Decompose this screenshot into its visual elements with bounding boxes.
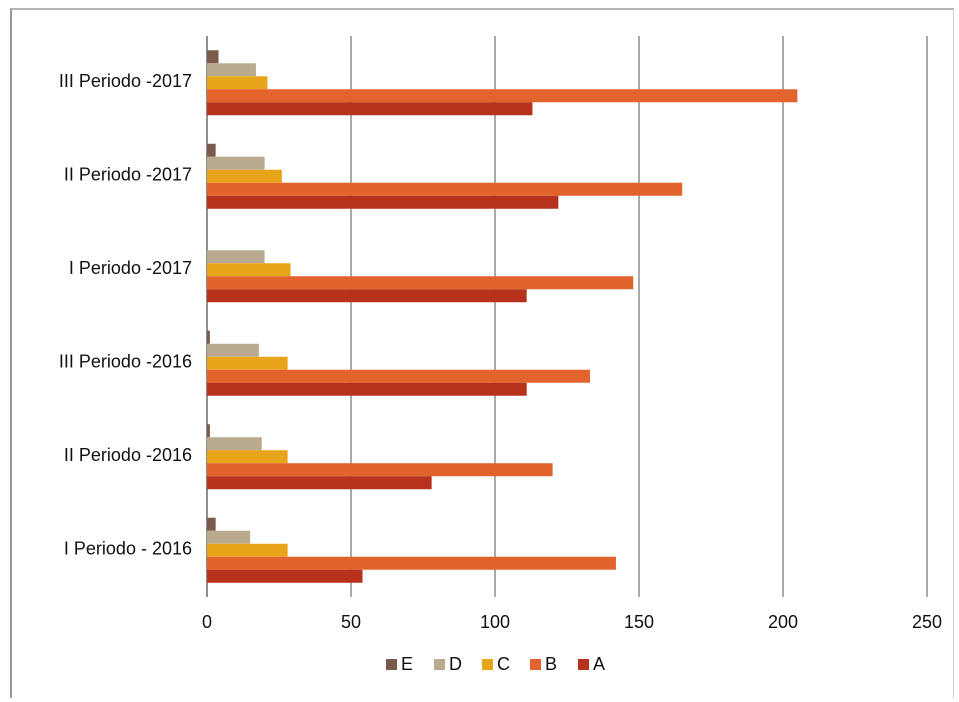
x-tick-label: 100 bbox=[480, 612, 510, 632]
x-tick-label: 200 bbox=[768, 612, 798, 632]
legend-swatch-d bbox=[434, 659, 445, 670]
bar-c bbox=[207, 263, 291, 277]
bar-e bbox=[207, 143, 216, 157]
category-label: II Periodo -2016 bbox=[64, 445, 192, 465]
legend-swatch-c bbox=[482, 659, 493, 670]
bar-d bbox=[207, 156, 265, 170]
bar-a bbox=[207, 476, 432, 490]
legend-label: D bbox=[449, 654, 462, 674]
bar-e bbox=[207, 50, 219, 64]
bar-b bbox=[207, 463, 553, 477]
bar-c bbox=[207, 169, 282, 183]
bar-b bbox=[207, 182, 683, 196]
bar-a bbox=[207, 289, 527, 303]
bar-b bbox=[207, 276, 634, 290]
bar-a bbox=[207, 569, 363, 583]
x-tick-label: 250 bbox=[912, 612, 942, 632]
legend-label: A bbox=[593, 654, 605, 674]
category-label: I Periodo -2017 bbox=[69, 258, 192, 278]
legend-swatch-e bbox=[386, 659, 397, 670]
x-tick-label: 150 bbox=[624, 612, 654, 632]
bar-a bbox=[207, 382, 527, 396]
x-tick-label: 0 bbox=[202, 612, 212, 632]
legend-swatch-b bbox=[530, 659, 541, 670]
legend-swatch-a bbox=[578, 659, 589, 670]
bar-e bbox=[207, 330, 210, 344]
bar-e bbox=[207, 517, 216, 531]
bar-e bbox=[207, 424, 210, 438]
bar-d bbox=[207, 250, 265, 264]
category-label: II Periodo -2017 bbox=[64, 164, 192, 184]
bar-d bbox=[207, 530, 251, 544]
bar-a bbox=[207, 102, 533, 116]
bar-a bbox=[207, 195, 559, 209]
category-label: III Periodo -2017 bbox=[59, 71, 192, 91]
category-label: I Periodo - 2016 bbox=[64, 538, 192, 558]
bar-c bbox=[207, 543, 288, 557]
bar-b bbox=[207, 89, 798, 103]
bar-c bbox=[207, 76, 268, 90]
bar-b bbox=[207, 556, 616, 570]
bar-c bbox=[207, 450, 288, 464]
legend-label: C bbox=[497, 654, 510, 674]
legend-label: E bbox=[401, 654, 413, 674]
bar-d bbox=[207, 343, 259, 357]
bar-c bbox=[207, 356, 288, 370]
legend-label: B bbox=[545, 654, 557, 674]
category-label: III Periodo -2016 bbox=[59, 351, 192, 371]
x-tick-label: 50 bbox=[341, 612, 361, 632]
chart-frame bbox=[10, 8, 954, 698]
bar-d bbox=[207, 63, 256, 77]
bar-d bbox=[207, 437, 262, 451]
bar-b bbox=[207, 369, 591, 383]
